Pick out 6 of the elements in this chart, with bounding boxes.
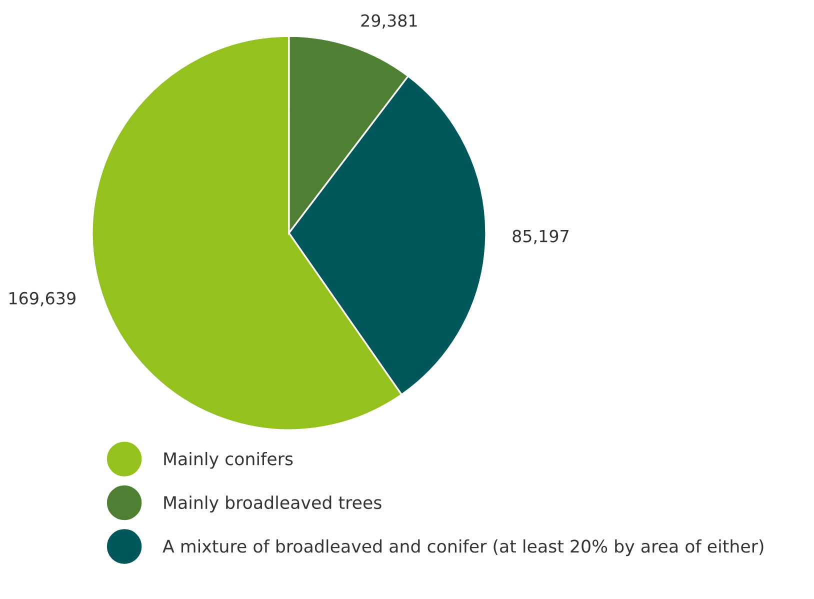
- legend-label: Mainly conifers: [164, 452, 293, 469]
- data-label: 169,639: [10, 292, 76, 306]
- legend-label: A mixture of broadleaved and conifer (at least 20% by area of either): [162, 539, 764, 556]
- data-label: 29,381: [361, 14, 417, 29]
- legend-label: Mainly broadleaved trees: [164, 496, 382, 512]
- data-label: 85,197: [512, 230, 568, 244]
